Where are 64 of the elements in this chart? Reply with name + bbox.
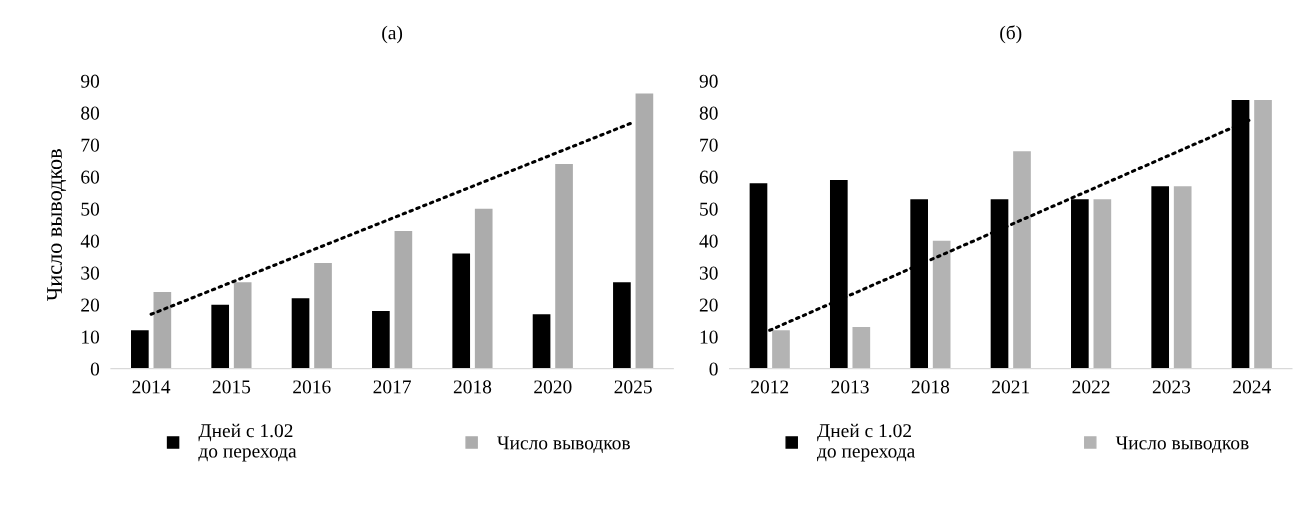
- legend-label: Дней с 1.02 до перехода: [817, 423, 916, 462]
- x-tick-label: 2023: [1152, 380, 1191, 394]
- bar: [314, 263, 332, 369]
- y-tick-label: 20: [699, 298, 718, 312]
- x-tick-label: 2013: [831, 380, 869, 394]
- bar: [452, 253, 471, 369]
- legend-label: Число выводков: [497, 436, 630, 454]
- bar: [474, 208, 493, 369]
- y-tick-label: 0: [90, 362, 100, 376]
- x-tick-label: 2016: [293, 380, 331, 394]
- x-tick-label: 2020: [534, 380, 572, 394]
- y-axis-title: Число выводков: [47, 149, 67, 301]
- chart-title: (а): [382, 25, 403, 44]
- y-tick-label: 40: [80, 234, 100, 248]
- legend-label: Число выводков: [1115, 436, 1249, 454]
- bar: [532, 314, 551, 369]
- bar: [131, 330, 149, 369]
- y-tick-label: 80: [81, 106, 100, 120]
- bar: [211, 304, 230, 369]
- bar: [772, 330, 790, 369]
- bar: [1151, 186, 1170, 369]
- bar: [1254, 99, 1272, 369]
- bar: [1173, 186, 1192, 369]
- x-tick-label: 2014: [132, 380, 171, 394]
- x-tick-label: 2015: [212, 380, 251, 394]
- bar: [394, 231, 413, 369]
- bar: [153, 291, 172, 369]
- y-tick-label: 0: [709, 362, 718, 376]
- y-tick-label: 50: [81, 202, 100, 216]
- bar: [1013, 151, 1031, 369]
- bar: [291, 298, 310, 369]
- line-series: [149, 120, 635, 316]
- y-tick-label: 70: [700, 138, 718, 152]
- y-tick-label: 10: [82, 330, 100, 344]
- y-tick-label: 60: [699, 170, 718, 184]
- x-tick-label: 2018: [911, 380, 950, 394]
- y-tick-label: 90: [699, 74, 718, 88]
- x-tick-label: 2012: [751, 380, 789, 394]
- x-tick-label: 2018: [453, 380, 492, 394]
- bar: [852, 327, 871, 369]
- y-tick-label: 20: [81, 298, 100, 312]
- x-tick-label: 2025: [614, 380, 652, 394]
- x-tick-label: 2017: [373, 380, 412, 394]
- bar: [932, 240, 951, 369]
- y-tick-label: 50: [700, 202, 718, 216]
- x-tick-label: 2021: [992, 380, 1030, 394]
- y-tick-label: 60: [81, 170, 100, 184]
- y-tick-label: 40: [699, 234, 718, 248]
- y-tick-label: 10: [700, 330, 718, 344]
- x-tick-label: 2022: [1072, 380, 1110, 394]
- bar: [555, 163, 573, 369]
- chart-title: (б): [1000, 25, 1022, 44]
- y-tick-label: 30: [699, 266, 718, 280]
- x-tick-label: 2024: [1233, 380, 1271, 394]
- legend-label: Дней с 1.02 до перехода: [198, 423, 297, 462]
- bar: [635, 93, 654, 369]
- bar: [1093, 199, 1112, 369]
- y-tick-label: 30: [81, 266, 100, 280]
- y-tick-label: 90: [81, 74, 100, 88]
- bar: [233, 282, 252, 369]
- y-tick-label: 80: [699, 106, 718, 120]
- bar: [613, 282, 631, 369]
- y-tick-label: 70: [81, 138, 100, 152]
- bar: [372, 311, 390, 369]
